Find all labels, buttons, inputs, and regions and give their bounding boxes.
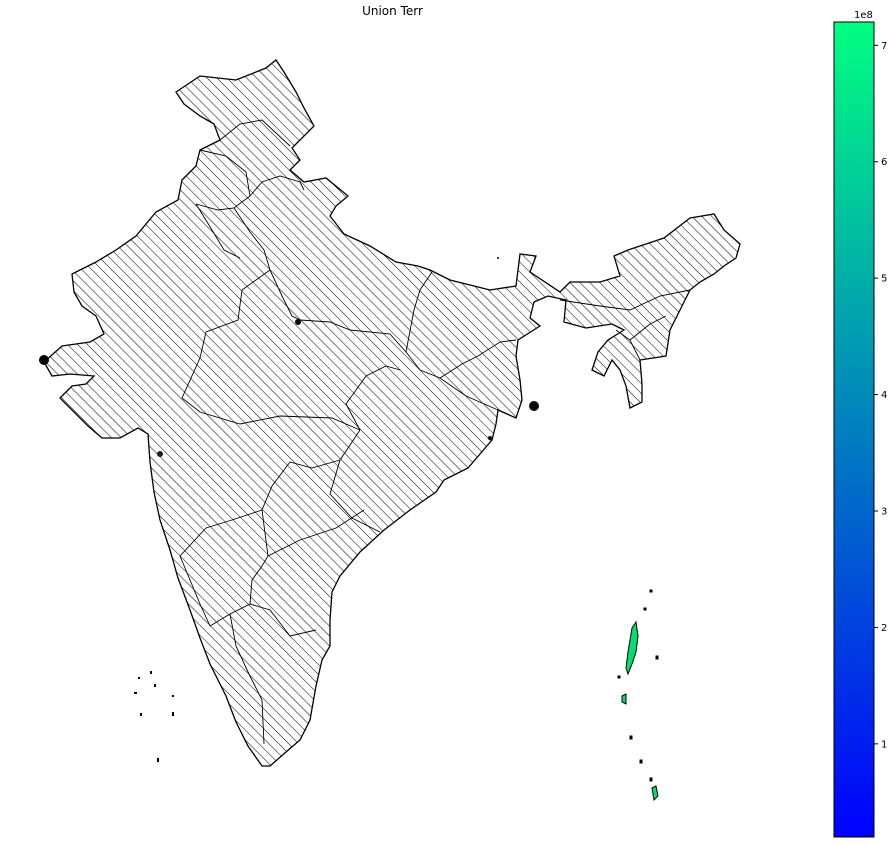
colorbar-gradient [833,21,875,838]
colorbar-tick-label: 6 [881,157,887,168]
colorbar-tick-label: 5 [881,274,887,285]
colorbar-tick-label: 4 [881,390,887,401]
colorbar-exponent-label: 1e8 [854,10,873,21]
state-boundaries [179,119,691,745]
dadra-haveli-region [157,451,163,457]
lakshadweep-islands [134,671,174,762]
colorbar-tick-label: 1 [881,739,887,750]
colorbar-ticks: 1 2 3 4 5 6 7 [874,41,887,750]
colorbar-tick-label: 2 [881,623,887,634]
colorbar-tick-label: 7 [881,41,887,52]
coastal-specks [39,257,539,440]
andaman-nicobar-islands [617,589,659,802]
colorbar-tick-label: 3 [881,507,887,518]
map-title: Union Terr [362,4,423,18]
mainland-outline [43,59,741,767]
